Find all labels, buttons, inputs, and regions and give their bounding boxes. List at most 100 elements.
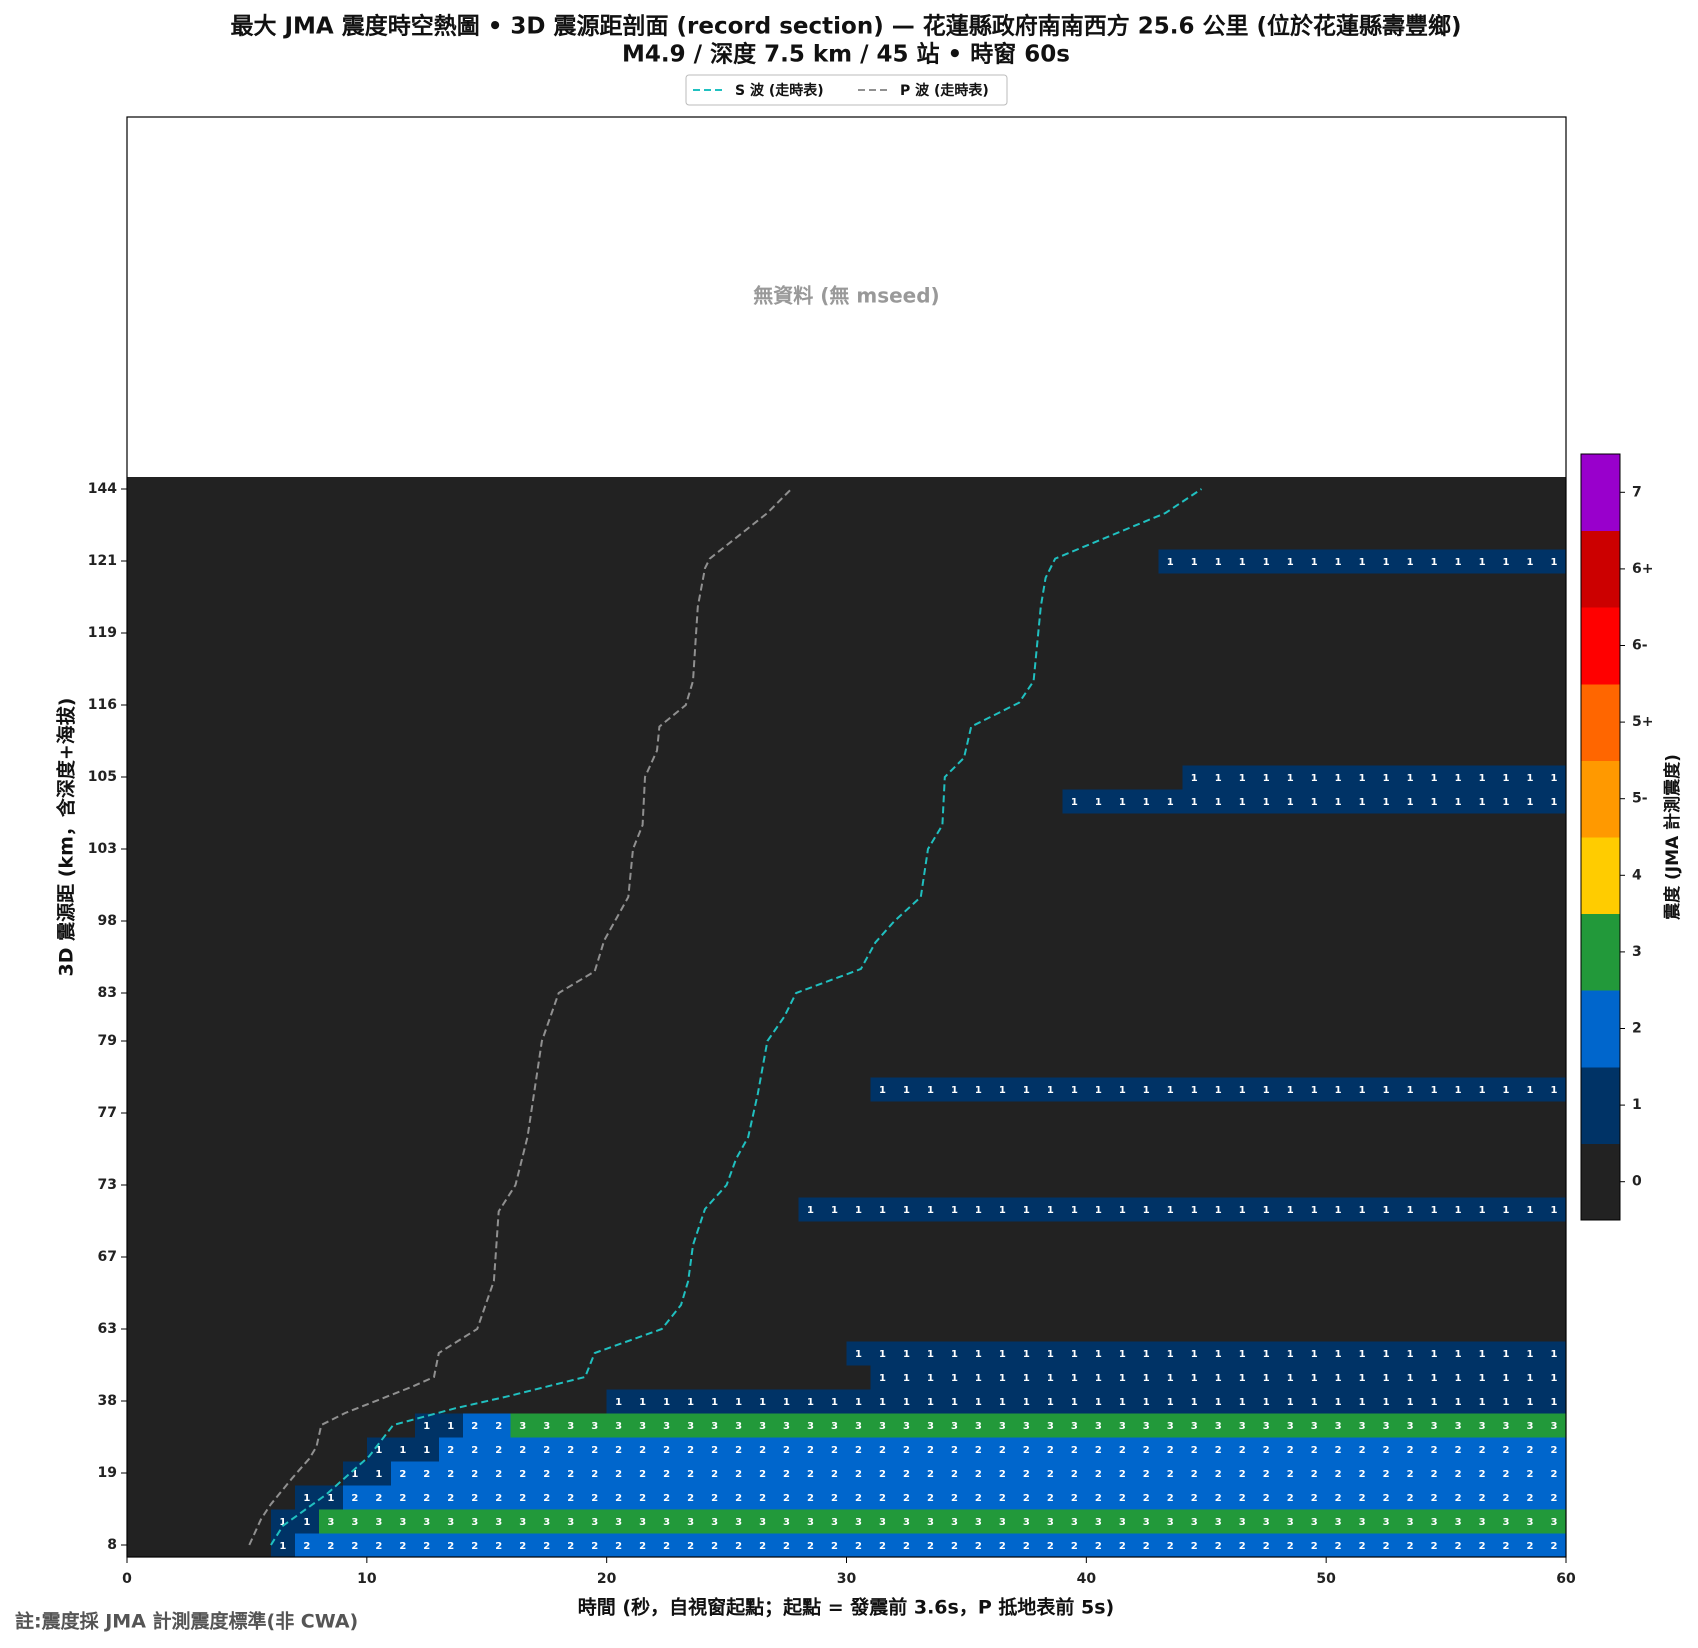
cell-label: 1 (351, 1469, 358, 1480)
heat-cell (1302, 1149, 1327, 1174)
heat-cell (1158, 645, 1183, 670)
cell-label: 2 (591, 1541, 598, 1552)
heat-cell (918, 1005, 944, 1030)
heat-cell (534, 1149, 560, 1174)
heat-cell (318, 1293, 344, 1318)
cell-label: 2 (951, 1445, 958, 1456)
cell-label: 2 (495, 1421, 502, 1432)
heat-cell (127, 1029, 152, 1054)
heat-cell (294, 981, 320, 1006)
heat-cell (630, 1365, 656, 1390)
cell-label: 2 (591, 1493, 598, 1504)
heat-cell (510, 1461, 536, 1486)
heat-cell (462, 621, 488, 646)
heat-cell (438, 1245, 464, 1270)
heat-cell (294, 789, 320, 814)
heat-cell (127, 549, 152, 574)
heat-cell (318, 741, 344, 766)
heat-cell (1326, 717, 1351, 742)
heat-cell (462, 1509, 488, 1534)
heat-cell (1542, 837, 1567, 862)
heat-cell (1446, 549, 1471, 574)
heat-cell (990, 813, 1015, 838)
heat-cell (1374, 1077, 1399, 1102)
heat-cell (558, 597, 584, 622)
heat-cell (846, 549, 872, 574)
heat-cell (127, 477, 152, 502)
heat-cell (1158, 741, 1183, 766)
heat-cell (150, 1461, 176, 1486)
heat-cell (798, 933, 824, 958)
heat-cell (1446, 1245, 1471, 1270)
heat-cell (630, 645, 656, 670)
heat-cell (222, 1509, 248, 1534)
heat-cell (1134, 1269, 1159, 1294)
heat-cell (318, 1077, 344, 1102)
heat-cell (1086, 885, 1111, 910)
heat-cell (894, 645, 920, 670)
heat-cell (606, 957, 632, 982)
cell-label: 1 (1071, 1085, 1078, 1096)
heat-cell (582, 1125, 608, 1150)
heat-cell (1158, 1173, 1183, 1198)
heat-cell (630, 501, 656, 526)
heat-cell (678, 909, 704, 934)
heat-cell (990, 1533, 1015, 1558)
heat-cell (774, 1509, 800, 1534)
cell-label: 3 (1359, 1517, 1366, 1528)
heat-cell (1398, 1149, 1423, 1174)
heat-cell (438, 1269, 464, 1294)
cell-label: 2 (831, 1541, 838, 1552)
heat-cell (1230, 1221, 1255, 1246)
heat-cell (1182, 837, 1207, 862)
heat-cell (1494, 549, 1519, 574)
heat-cell (798, 837, 824, 862)
heat-cell (1158, 1245, 1183, 1270)
heat-cell (510, 645, 536, 670)
heat-cell (270, 1293, 296, 1318)
heat-cell (582, 1413, 608, 1438)
heat-cell (1278, 1269, 1303, 1294)
heat-cell (654, 741, 680, 766)
heat-cell (1230, 1245, 1255, 1270)
cell-label: 2 (855, 1541, 862, 1552)
heat-cell (127, 1053, 152, 1078)
heat-cell (294, 1245, 320, 1270)
heat-cell (270, 573, 296, 598)
x-tick-label: 10 (357, 1571, 377, 1587)
heat-cell (846, 1293, 872, 1318)
cell-label: 1 (1191, 773, 1198, 784)
heat-cell (726, 1029, 752, 1054)
cell-label: 1 (1335, 773, 1342, 784)
heat-cell (342, 1149, 368, 1174)
heat-cell (1062, 693, 1087, 718)
heat-cell (366, 981, 392, 1006)
heat-cell (870, 933, 896, 958)
heat-cell (270, 669, 296, 694)
colorbar-segment (1581, 1143, 1620, 1221)
heat-cell (246, 693, 272, 718)
heat-cell (222, 909, 248, 934)
heat-cell (1278, 693, 1303, 718)
heat-cell (870, 573, 896, 598)
cell-label: 3 (831, 1421, 838, 1432)
heat-cell (1398, 1437, 1423, 1462)
heat-cell (750, 1413, 776, 1438)
heat-cell (1086, 1221, 1111, 1246)
heat-cell (1446, 501, 1471, 526)
cell-label: 1 (1455, 1205, 1462, 1216)
heat-cell (1422, 1149, 1447, 1174)
cell-label: 3 (423, 1517, 430, 1528)
heat-cell (246, 765, 272, 790)
heat-cell (1230, 1293, 1255, 1318)
cell-label: 1 (399, 1445, 406, 1456)
heat-cell (1470, 1413, 1495, 1438)
cell-label: 2 (999, 1469, 1006, 1480)
heat-cell (246, 573, 272, 598)
heat-cell (366, 1197, 392, 1222)
heat-cell (606, 1077, 632, 1102)
heat-cell (606, 1413, 632, 1438)
heat-cell (654, 1365, 680, 1390)
colorbar-title: 震度 (JMA 計測震度) (1662, 754, 1683, 921)
heat-cell (966, 1101, 991, 1126)
